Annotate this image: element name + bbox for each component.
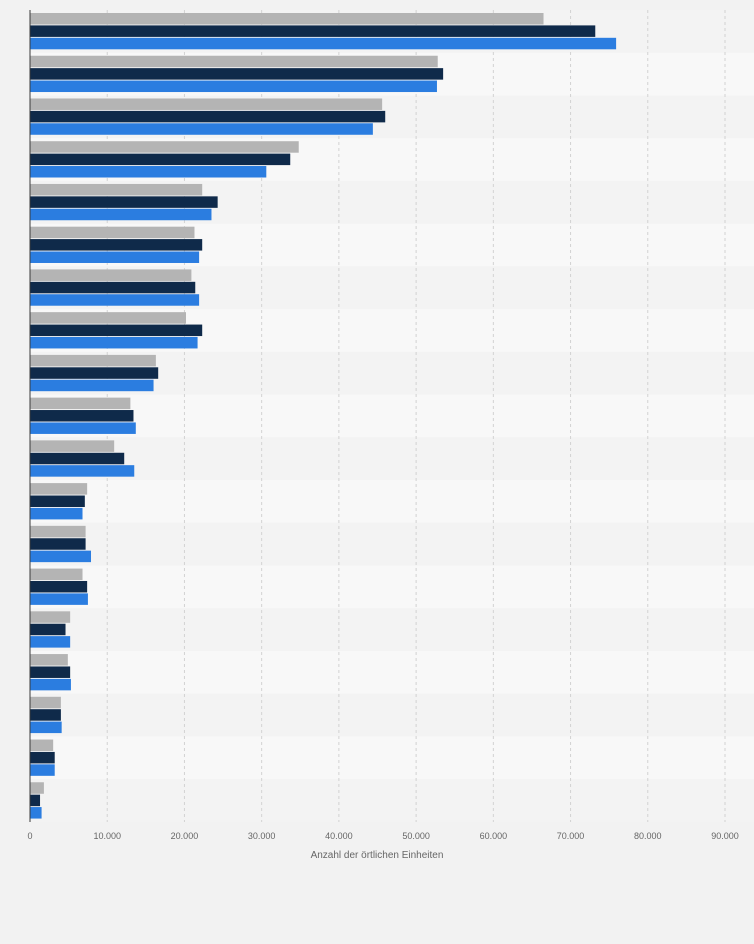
bar [30, 336, 198, 349]
bar [30, 13, 544, 25]
bar [30, 25, 596, 37]
x-tick-label: 60.000 [480, 831, 508, 841]
bar [30, 141, 299, 153]
bar [30, 666, 71, 678]
x-tick-label: 80.000 [634, 831, 662, 841]
bar [30, 623, 66, 636]
row-band [30, 651, 754, 694]
row-band [30, 779, 754, 822]
row-band [30, 480, 754, 523]
bars [30, 13, 617, 819]
x-tick-label: 20.000 [171, 831, 199, 841]
bar [30, 483, 88, 495]
bar [30, 379, 154, 392]
bar [30, 397, 131, 410]
bar [30, 110, 386, 123]
bar [30, 153, 291, 166]
bar [30, 709, 61, 721]
bar [30, 354, 156, 367]
bar [30, 654, 68, 666]
bar [30, 281, 196, 294]
bar [30, 422, 136, 434]
bar [30, 37, 617, 50]
bar [30, 721, 62, 734]
x-axis-ticks: 0 10.000 20.000 30.000 40.000 50.000 60.000 70.… [27, 831, 738, 841]
bar [30, 80, 437, 93]
bar [30, 764, 55, 776]
bar [30, 580, 88, 593]
row-band [30, 736, 754, 780]
bar [30, 678, 71, 691]
bar [30, 251, 200, 263]
bar [30, 410, 134, 422]
row-band [30, 522, 754, 566]
x-tick-label: 40.000 [325, 831, 353, 841]
bar [30, 166, 267, 178]
bar [30, 525, 86, 538]
bar [30, 782, 44, 794]
bar [30, 465, 135, 477]
row-band [30, 608, 754, 652]
bar [30, 507, 83, 520]
bar [30, 807, 42, 819]
bar [30, 495, 85, 508]
bar [30, 739, 54, 752]
bar [30, 324, 203, 337]
bar [30, 269, 192, 281]
bar [30, 239, 203, 251]
bar [30, 196, 218, 208]
bar [30, 751, 55, 764]
bar [30, 68, 444, 80]
bar [30, 98, 383, 110]
x-tick-label: 50.000 [402, 831, 430, 841]
bar [30, 696, 61, 709]
bar [30, 568, 83, 581]
bar [30, 452, 125, 465]
row-band [30, 437, 754, 481]
bar [30, 123, 373, 135]
bar [30, 538, 86, 550]
bar [30, 55, 438, 68]
x-tick-label: 30.000 [248, 831, 276, 841]
x-axis-label: Anzahl der örtlichen Einheiten [311, 850, 444, 861]
x-tick-label: 10.000 [93, 831, 121, 841]
bar [30, 611, 71, 623]
bar [30, 208, 212, 221]
bar [30, 440, 115, 452]
bar [30, 367, 159, 379]
bar [30, 294, 200, 306]
x-tick-label: 70.000 [557, 831, 585, 841]
row-band [30, 565, 754, 609]
bar [30, 183, 203, 196]
row-band [30, 394, 754, 438]
bar [30, 312, 186, 324]
bar [30, 550, 92, 563]
x-tick-label: 0 [27, 831, 32, 841]
bar [30, 636, 71, 648]
bar [30, 794, 41, 807]
row-band [30, 693, 754, 737]
x-tick-label: 90.000 [711, 831, 739, 841]
bar [30, 593, 88, 605]
bar [30, 226, 195, 239]
